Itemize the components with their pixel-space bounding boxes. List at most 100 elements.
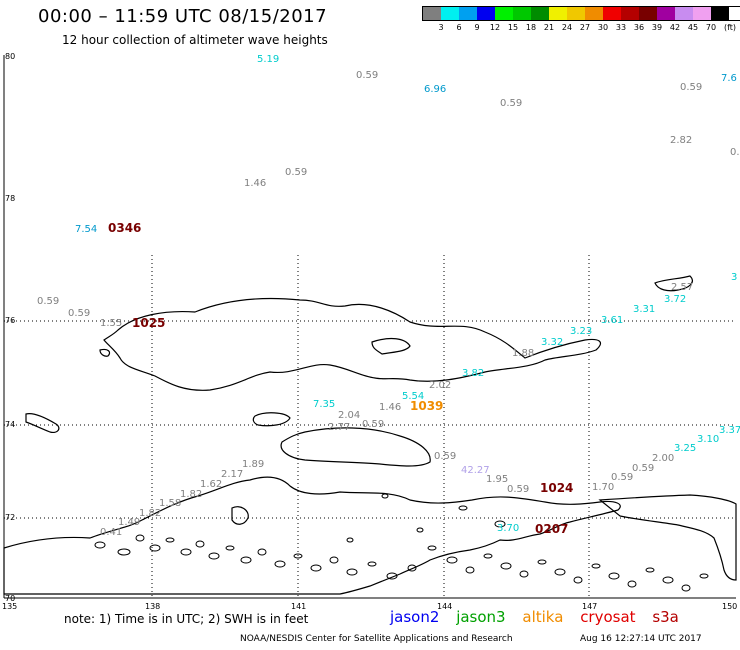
- legend-swatch: [693, 7, 711, 20]
- satellite-s3a: s3a: [652, 608, 679, 626]
- wave-height-value: 1.55: [100, 318, 122, 329]
- legend-swatch: [675, 7, 693, 20]
- legend-swatch: [639, 7, 657, 20]
- wave-height-value: 0.59: [611, 472, 633, 483]
- lat-label: 72: [5, 513, 15, 522]
- pass-time-label: 1039: [410, 399, 443, 413]
- legend-swatch: [531, 7, 549, 20]
- wave-height-value: 1.82: [139, 508, 161, 519]
- legend-swatch: [585, 7, 603, 20]
- legend-label: 27: [579, 23, 591, 32]
- wave-height-value: 1.70: [592, 482, 614, 493]
- color-legend: 3 6 9 12 15 18 21 24 27 30 33 36 39 42 45 70 (ft): [422, 6, 740, 33]
- satellite-cryosat: cryosat: [580, 608, 636, 626]
- wave-height-value: 7.54: [75, 224, 97, 235]
- wave-height-value: 0.59: [68, 308, 90, 319]
- wave-height-value: 2.02: [429, 380, 451, 391]
- wave-height-value: 0.59: [507, 484, 529, 495]
- legend-label: 15: [507, 23, 519, 32]
- wave-height-value: 3.82: [462, 368, 484, 379]
- wave-height-value: 7.6: [721, 73, 737, 84]
- wave-height-value: 7.35: [313, 399, 335, 410]
- wave-height-value: 1.95: [486, 474, 508, 485]
- pass-times: 0346 1025 1039 1024 0207: [108, 221, 573, 536]
- wave-height-value: 0.59: [285, 167, 307, 178]
- legend-swatch: [711, 7, 729, 20]
- wave-height-value: 3.70: [497, 523, 519, 534]
- legend-label: 30: [597, 23, 609, 32]
- legend-swatch: [441, 7, 459, 20]
- legend-label: 33: [615, 23, 627, 32]
- legend-label: 6: [456, 23, 462, 32]
- legend-label: 42: [669, 23, 681, 32]
- wave-height-value: 0.59: [680, 82, 702, 93]
- lat-label: 70: [5, 594, 15, 603]
- coastline-east: [598, 494, 737, 581]
- legend-label: 70: [705, 23, 717, 32]
- wave-height-value: 2.04: [338, 410, 360, 421]
- wave-height-value: 3.72: [664, 294, 686, 305]
- generated-timestamp: Aug 16 12:27:14 UTC 2017: [580, 634, 702, 644]
- legend-swatch: [657, 7, 675, 20]
- coastline-bay: [371, 337, 411, 355]
- lat-label: 80: [5, 52, 15, 61]
- wave-height-value: 1.49: [118, 517, 140, 528]
- legend-label: 9: [474, 23, 480, 32]
- coastline-stolbovoy: [25, 413, 60, 433]
- wave-height-value: 0.59: [434, 451, 456, 462]
- wave-height-value: 0.: [730, 147, 740, 158]
- wave-height-value: 3.10: [697, 434, 719, 445]
- satellite-jason2: jason2: [390, 608, 440, 626]
- legend-swatch: [549, 7, 567, 20]
- wave-height-value: 1.62: [200, 479, 222, 490]
- wave-height-value: 0.59: [500, 98, 522, 109]
- legend-label: 39: [651, 23, 663, 32]
- wave-height-value: 0.59: [356, 70, 378, 81]
- lon-label: 147: [582, 602, 597, 611]
- wave-height-value: 2.77: [328, 422, 350, 433]
- wave-height-value: 0.59: [632, 463, 654, 474]
- coastline-small-island: [252, 412, 291, 427]
- footer-note: note: 1) Time is in UTC; 2) SWH is in fe…: [64, 612, 309, 626]
- coastlines: [3, 275, 737, 595]
- satellite-jason3: jason3: [456, 608, 506, 626]
- wave-height-value: 1.89: [242, 459, 264, 470]
- coastline-inlet: [231, 506, 249, 525]
- wave-height-value: 0.59: [37, 296, 59, 307]
- longitude-labels: 135 138 141 144 147 150: [2, 602, 737, 611]
- wave-height-value: 5.19: [257, 54, 279, 65]
- legend-label: 24: [561, 23, 573, 32]
- wave-height-value: 0.59: [362, 419, 384, 430]
- legend-swatches: [422, 6, 740, 21]
- wave-height-value: 3.23: [570, 326, 592, 337]
- legend-swatch: [513, 7, 531, 20]
- legend-unit: (ft): [723, 23, 737, 32]
- legend-swatch: [567, 7, 585, 20]
- wave-height-value: 1.46: [244, 178, 266, 189]
- lon-label: 150: [722, 602, 737, 611]
- lon-label: 144: [437, 602, 452, 611]
- lon-label: 141: [291, 602, 306, 611]
- delta-lakes: [94, 493, 709, 592]
- legend-swatch: [495, 7, 513, 20]
- wave-height-value: 1.58: [159, 498, 181, 509]
- legend-label: 12: [489, 23, 501, 32]
- legend-swatch: [423, 7, 441, 20]
- lat-label: 78: [5, 194, 15, 203]
- coastline-kotelny: [103, 297, 602, 391]
- coastline-bennett: [654, 275, 693, 292]
- wave-height-value: 3.31: [633, 304, 655, 315]
- pass-time-label: 1024: [540, 481, 573, 495]
- pass-time-label: 0207: [535, 522, 568, 536]
- wave-height-value: 1.82: [180, 489, 202, 500]
- lat-label: 74: [5, 420, 15, 429]
- wave-height-value: 3.32: [541, 337, 563, 348]
- wave-height-value: 3: [731, 272, 737, 283]
- wave-height-value: 42.27: [461, 465, 490, 476]
- satellite-altika: altika: [522, 608, 564, 626]
- pass-time-label: 1025: [132, 316, 165, 330]
- coastline-mainland: [3, 476, 621, 595]
- page-title: 00:00 – 11:59 UTC 08/15/2017: [38, 6, 328, 27]
- wave-height-values: 5.19 0.59 6.96 0.59 0.59 7.6 2.82 0. 0.5…: [37, 54, 740, 538]
